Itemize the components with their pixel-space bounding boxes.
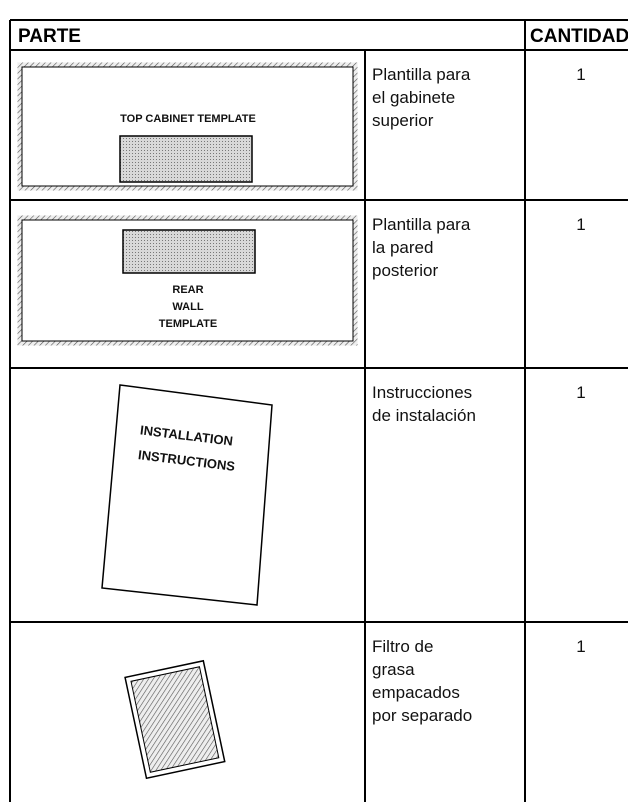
quantity: 1 (576, 383, 585, 402)
description-line: la pared (372, 238, 433, 257)
quantity: 1 (576, 215, 585, 234)
quantity: 1 (576, 637, 585, 656)
instructions-booklet-image (101, 384, 273, 606)
quantity: 1 (576, 65, 585, 84)
description-line: Instrucciones (372, 383, 472, 402)
top-cabinet-template-image (17, 62, 358, 191)
header-cantidad: CANTIDAD (530, 26, 628, 47)
image-label: TEMPLATE (159, 318, 217, 330)
description-line: posterior (372, 261, 438, 280)
description-line: superior (372, 111, 434, 130)
grease-filter-image (124, 659, 226, 780)
table-grid (9, 19, 628, 802)
description-line: Filtro de (372, 637, 433, 656)
image-label: TOP CABINET TEMPLATE (120, 113, 256, 125)
description-line: el gabinete (372, 88, 455, 107)
header-parte: PARTE (18, 26, 81, 47)
description-line: empacados (372, 683, 460, 702)
description-line: de instalación (372, 406, 476, 425)
rear-wall-template-image (17, 215, 358, 346)
description-line: grasa (372, 660, 415, 679)
image-label: REAR (172, 284, 203, 296)
description-line: Plantilla para (372, 215, 471, 234)
image-label: WALL (172, 301, 203, 313)
description-line: Plantilla para (372, 65, 471, 84)
description-line: por separado (372, 706, 472, 725)
